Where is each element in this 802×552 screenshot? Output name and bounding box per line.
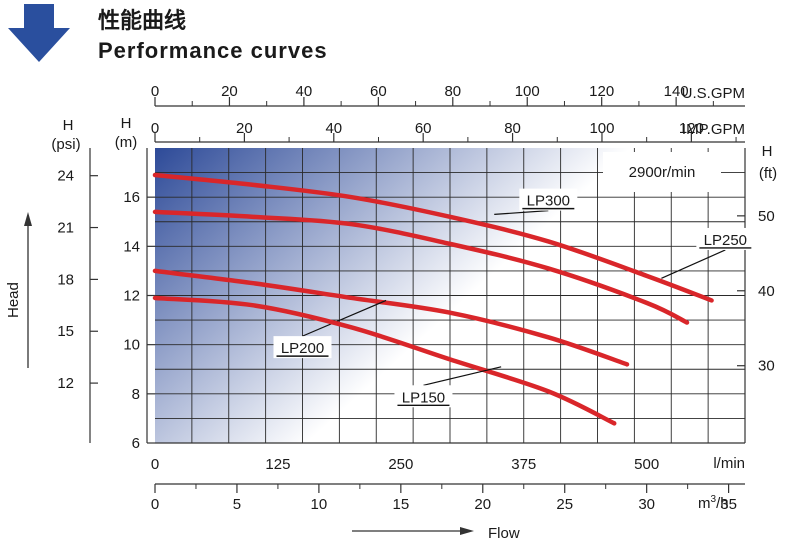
head-label: Head xyxy=(5,282,22,318)
us-gpm-tick-label: 80 xyxy=(444,83,461,100)
lmin-unit: l/min xyxy=(713,455,745,472)
us-gpm-tick-label: 40 xyxy=(296,83,313,100)
imp-gpm-tick-label: 60 xyxy=(415,120,432,137)
head-ft-unit-h: H xyxy=(762,143,773,160)
right-arrow-icon xyxy=(460,527,474,535)
flow-label: Flow xyxy=(488,525,520,542)
down-arrow-icon xyxy=(8,4,70,62)
us-gpm-unit: U.S.GPM xyxy=(682,85,745,102)
head-psi-unit-h: H xyxy=(63,117,74,134)
leader-lp200 xyxy=(302,299,387,337)
leader-lp150 xyxy=(423,366,502,386)
performance-curves: LP300 LP250 LP200 LP150 xyxy=(152,172,755,426)
curve-lp250 xyxy=(152,209,690,325)
m3h-tick-label: 15 xyxy=(392,496,409,513)
imp-gpm-tick-label: 120 xyxy=(679,120,704,137)
us-gpm-tick-label: 120 xyxy=(589,83,614,100)
curve-lp200 xyxy=(152,268,630,367)
head-psi-tick-label: 12 xyxy=(57,375,74,392)
head-m-tick-label: 6 xyxy=(132,435,140,452)
us-gpm-tick-label: 100 xyxy=(515,83,540,100)
leader-lp300 xyxy=(494,210,549,215)
series-label-lp200: LP200 xyxy=(281,340,324,357)
head-m-unit-h: H xyxy=(121,115,132,132)
curve-lp150 xyxy=(152,295,617,426)
head-ft-tick-label: 40 xyxy=(758,283,775,300)
lmin-tick-label: 250 xyxy=(388,456,413,473)
speed-box xyxy=(603,152,721,192)
head-psi-tick-label: 18 xyxy=(57,271,74,288)
head-psi-tick-label: 24 xyxy=(57,168,74,185)
us-gpm-tick-label: 60 xyxy=(370,83,387,100)
title-chinese: 性能曲线 xyxy=(98,8,186,33)
head-m-tick-label: 12 xyxy=(123,288,140,305)
head-m-unit: (m) xyxy=(115,134,138,151)
series-label-lp250: LP250 xyxy=(704,232,747,249)
leader-lp250 xyxy=(661,249,726,279)
lmin-tick-label: 375 xyxy=(511,456,536,473)
m3h-tick-label: 5 xyxy=(233,496,241,513)
head-ft-tick-label: 30 xyxy=(758,358,775,375)
us-gpm-tick-label: 0 xyxy=(151,83,159,100)
imp-gpm-unit: IMP.GPM xyxy=(682,121,745,138)
head-psi-tick-label: 15 xyxy=(57,323,74,340)
imp-gpm-tick-label: 100 xyxy=(589,120,614,137)
m3h-tick-label: 10 xyxy=(311,496,328,513)
head-psi-tick-label: 21 xyxy=(57,220,74,237)
m3h-tick-label: 0 xyxy=(151,496,159,513)
imp-gpm-tick-label: 0 xyxy=(151,120,159,137)
m3h-tick-label: 25 xyxy=(556,496,573,513)
lmin-tick-label: 0 xyxy=(151,456,159,473)
m3h-unit: m3/h xyxy=(698,494,729,512)
lmin-tick-label: 500 xyxy=(634,456,659,473)
m3h-tick-label: 30 xyxy=(638,496,655,513)
head-m-tick-label: 16 xyxy=(123,189,140,206)
label-box-lp200 xyxy=(273,336,332,359)
head-m-tick-label: 14 xyxy=(123,238,140,255)
label-box-lp300 xyxy=(519,188,578,211)
m3h-tick-label: 35 xyxy=(720,496,737,513)
speed-label: 2900r/min xyxy=(629,164,696,181)
head-psi-unit: (psi) xyxy=(51,136,80,153)
flow-axis-title: Flow xyxy=(352,525,520,542)
head-m-tick-label: 10 xyxy=(123,337,140,354)
up-arrow-icon xyxy=(24,212,32,226)
us-gpm-tick-label: 20 xyxy=(221,83,238,100)
label-box-lp250 xyxy=(696,227,755,250)
head-ft-unit: (ft) xyxy=(759,165,777,182)
head-ft-tick-label: 50 xyxy=(758,208,775,225)
label-box-lp150 xyxy=(394,385,453,408)
imp-gpm-tick-label: 80 xyxy=(504,120,521,137)
series-label-lp150: LP150 xyxy=(402,389,445,406)
title-english: Performance curves xyxy=(98,38,328,63)
us-gpm-tick-label: 140 xyxy=(664,83,689,100)
head-m-tick-label: 8 xyxy=(132,386,140,403)
tick-marks xyxy=(90,97,745,493)
curve-lp300 xyxy=(152,172,714,303)
imp-gpm-tick-label: 20 xyxy=(236,120,253,137)
head-axis-title: Head xyxy=(5,212,32,368)
series-label-lp300: LP300 xyxy=(527,193,570,210)
imp-gpm-tick-label: 40 xyxy=(325,120,342,137)
lmin-tick-label: 125 xyxy=(265,456,290,473)
m3h-tick-label: 20 xyxy=(474,496,491,513)
